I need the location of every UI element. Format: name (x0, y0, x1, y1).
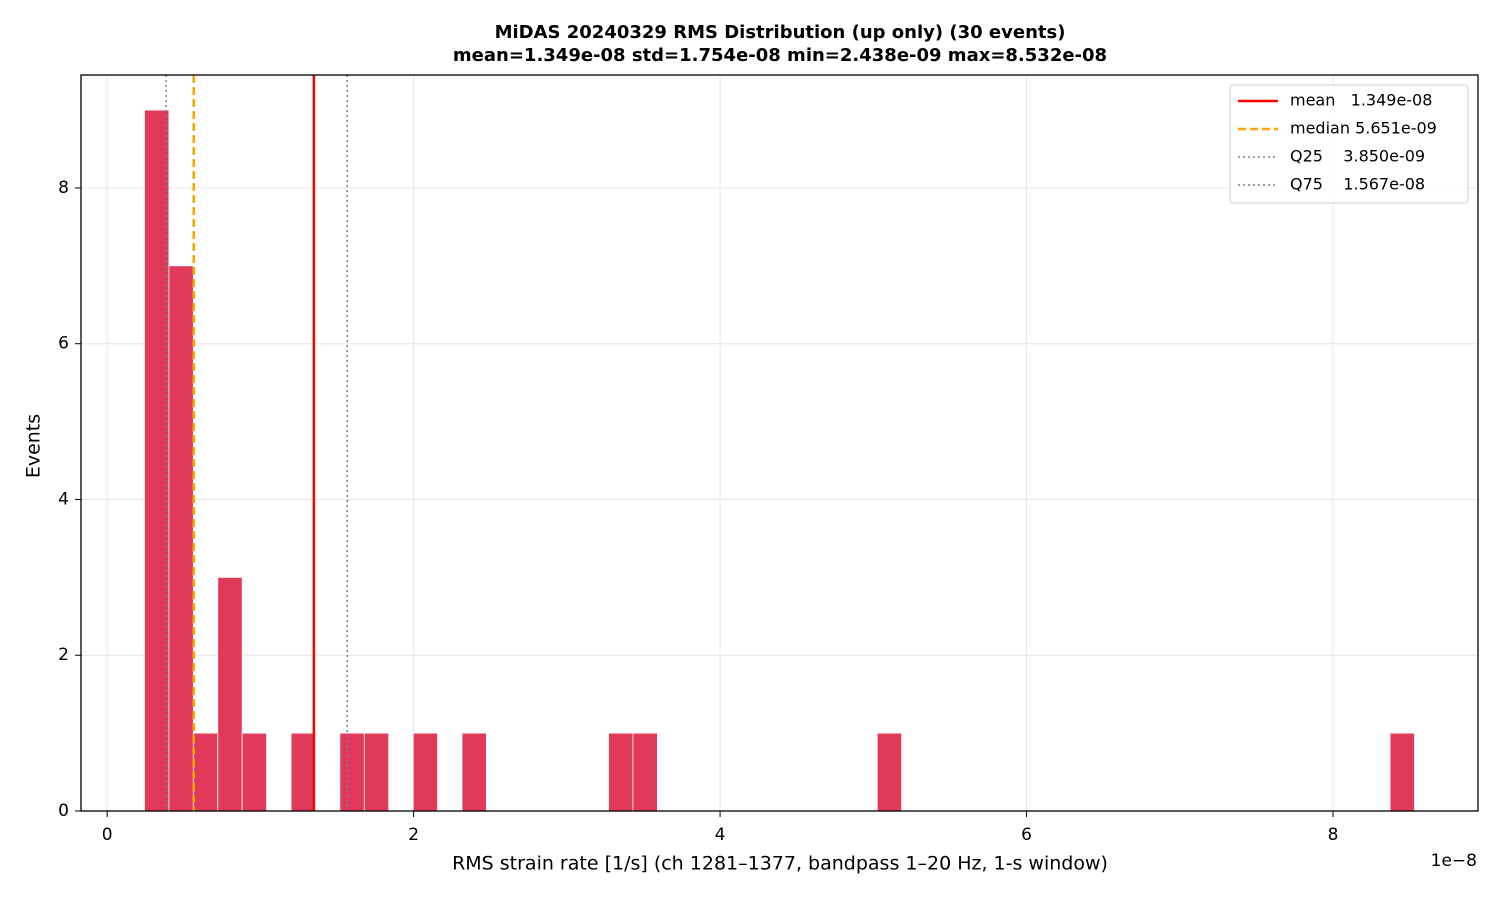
histogram-bar (412, 732, 438, 812)
x-tick-label: 4 (715, 825, 726, 845)
histogram-bar (290, 732, 316, 812)
histogram-bar (632, 732, 658, 812)
x-tick-label: 2 (408, 825, 419, 845)
chart-title: MiDAS 20240329 RMS Distribution (up only… (495, 22, 1066, 43)
histogram-bar (217, 576, 243, 812)
legend-label: median 5.651e-09 (1290, 119, 1437, 138)
legend: mean 1.349e-08 median 5.651e-09 Q25 3.850e… (1229, 84, 1469, 204)
y-tick-label: 0 (58, 801, 69, 821)
y-tick-label: 4 (58, 489, 69, 509)
plot-frame (80, 74, 1479, 812)
legend-label: Q25 3.850e-09 (1290, 147, 1425, 166)
histogram-bar (1389, 732, 1415, 812)
histogram-bar (192, 732, 219, 812)
bars (144, 109, 1415, 812)
x-tick-label: 6 (1021, 825, 1032, 845)
axes: 0 2 4 6 8 0 2 4 6 8 (58, 74, 1479, 845)
y-axis-label: Events (23, 414, 45, 478)
y-tick-label: 6 (58, 334, 69, 354)
legend-box (1229, 84, 1469, 204)
histogram-bar (876, 732, 903, 812)
y-tick-label: 8 (58, 178, 69, 198)
reference-lines (165, 75, 349, 811)
histogram-bar (339, 732, 365, 812)
legend-label: Q75 1.567e-08 (1290, 175, 1425, 194)
x-axis-label: RMS strain rate [1/s] (ch 1281–1377, ban… (452, 853, 1108, 875)
y-tick-label: 2 (58, 645, 69, 665)
x-offset-label: 1e−8 (1431, 851, 1477, 871)
histogram-bar (363, 732, 390, 812)
legend-label: mean 1.349e-08 (1290, 91, 1432, 110)
histogram-bar (144, 109, 170, 812)
histogram-bar (241, 732, 268, 812)
histogram-bar (461, 732, 487, 812)
x-tick-label: 0 (102, 825, 113, 845)
histogram-bar (168, 265, 194, 812)
chart-subtitle: mean=1.349e-08 std=1.754e-08 min=2.438e-… (453, 45, 1107, 66)
x-tick-label: 8 (1328, 825, 1339, 845)
histogram-bar (608, 732, 634, 812)
